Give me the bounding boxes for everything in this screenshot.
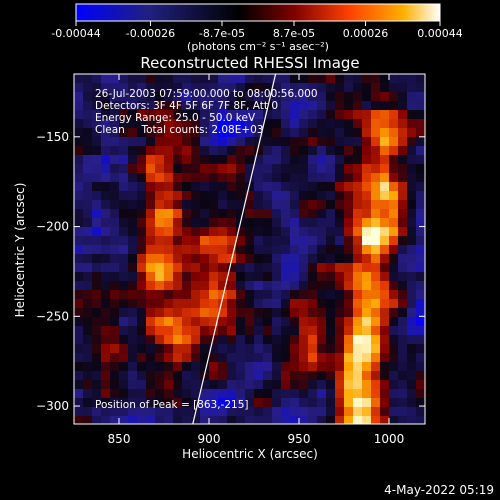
x-tick-label: 950 [288, 432, 311, 446]
colorbar-tick-label: 8.7e-05 [273, 27, 315, 40]
colorbar-unit: (photons cm⁻² s⁻¹ asec⁻²) [187, 40, 329, 53]
y-tick-label: −250 [36, 309, 69, 323]
annotation-time: 26-Jul-2003 07:59:00.000 to 08:00:56.000 [95, 88, 318, 100]
colorbar-tick-label: 0.00026 [343, 27, 389, 40]
limb-line [192, 74, 277, 424]
y-axis-ticks: −150 −200 −250 −300 [36, 130, 425, 413]
colorbar-tick-label: -0.00044 [51, 27, 100, 40]
x-tick-label: 1000 [374, 432, 405, 446]
y-tick-label: −200 [36, 220, 69, 234]
x-axis-label: Heliocentric X (arcsec) [182, 447, 318, 461]
y-tick-label: −150 [36, 130, 69, 144]
x-axis-ticks: 850 900 950 1000 [108, 74, 405, 446]
annotation-detectors: Detectors: 3F 4F 5F 6F 7F 8F, Att 0 [95, 100, 278, 112]
annotation-energy: Energy Range: 25.0 - 50.0 keV [95, 112, 256, 124]
colorbar-tick-label: -0.00026 [126, 27, 175, 40]
annotation-clean: Clean Total counts: 2.08E+03 [95, 124, 264, 136]
x-tick-label: 850 [108, 432, 131, 446]
colorbar-tick-label: -8.7e-05 [199, 27, 245, 40]
annotation-block: 26-Jul-2003 07:59:00.000 to 08:00:56.000… [95, 88, 318, 136]
heatmap [74, 74, 425, 424]
timestamp: 4-May-2022 05:19 [384, 483, 494, 497]
y-tick-label: −300 [36, 399, 69, 413]
peak-position-label: Position of Peak = [863,-215] [95, 399, 249, 411]
colorbar [75, 3, 441, 22]
colorbar-ticks: -0.00044 -0.00026 -8.7e-05 8.7e-05 0.00026 0.… [51, 21, 463, 40]
x-tick-label: 900 [198, 432, 221, 446]
plot-frame [73, 73, 426, 425]
colorbar-tick-label: 0.00044 [417, 27, 463, 40]
chart-title: Reconstructed RHESSI Image [140, 54, 359, 72]
y-axis-label: Heliocentric Y (arcsec) [13, 183, 27, 318]
